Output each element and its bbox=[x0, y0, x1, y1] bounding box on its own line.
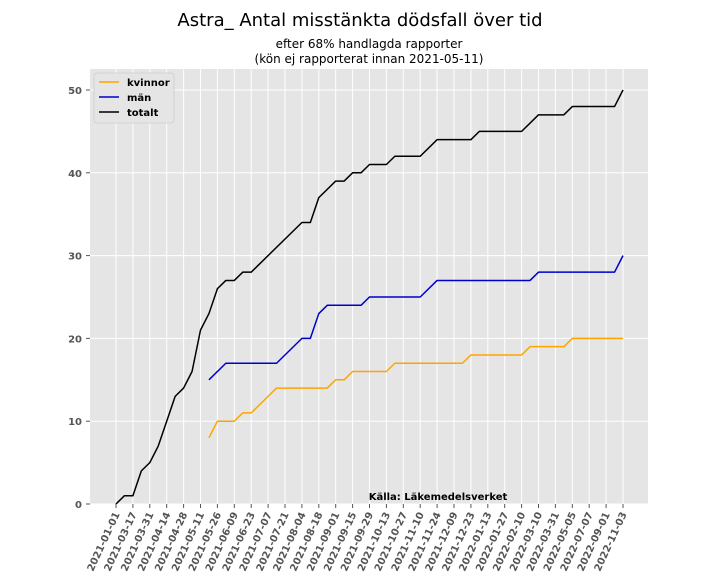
y-axis: 0 10 20 30 40 50 bbox=[68, 86, 90, 511]
x-axis: 2021-01-012021-03-172021-03-312021-04-14… bbox=[86, 504, 630, 573]
y-tick-label: 10 bbox=[68, 417, 82, 428]
y-tick-label: 20 bbox=[68, 334, 82, 345]
series-layer bbox=[115, 89, 624, 505]
legend-label-kvinnor: kvinnor bbox=[127, 78, 170, 89]
series-line-kvinnor bbox=[208, 337, 623, 439]
legend: kvinnor män totalt bbox=[93, 72, 175, 124]
series-line-män bbox=[208, 255, 624, 381]
y-tick-label: 30 bbox=[68, 252, 82, 263]
y-tick-label: 40 bbox=[68, 169, 82, 180]
chart-subtitle-line-1: efter 68% handlagda rapporter bbox=[276, 37, 463, 51]
y-tick-label: 50 bbox=[68, 86, 82, 97]
series-line-totalt bbox=[115, 89, 624, 505]
legend-box bbox=[93, 72, 175, 124]
chart-subtitle-line-2: (kön ej rapporterat innan 2021-05-11) bbox=[255, 52, 484, 66]
y-tick-label: 0 bbox=[75, 500, 82, 511]
chart-title: Astra_ Antal misstänkta dödsfall över ti… bbox=[177, 10, 542, 31]
source-note: Källa: Läkemedelsverket bbox=[369, 492, 508, 503]
legend-label-män: män bbox=[127, 93, 151, 104]
grid bbox=[90, 69, 648, 505]
legend-label-totalt: totalt bbox=[127, 108, 159, 119]
